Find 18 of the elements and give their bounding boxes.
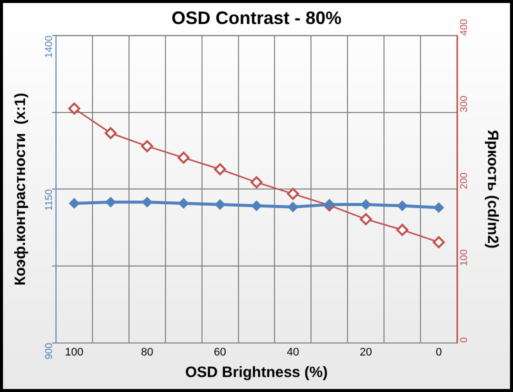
y-axis-title: Коэф.контрастности (x:1): [12, 92, 30, 286]
x-tick-label: 0: [436, 346, 442, 358]
y2-axis-title: Яркость (cd/m2): [484, 130, 501, 249]
y2-tick-label: 100: [458, 248, 470, 266]
x-tick-label: 100: [65, 346, 84, 358]
y2-tick-label: 200: [458, 172, 470, 190]
y2-tick-label: 0: [458, 336, 470, 343]
y2-tick-label: 400: [458, 18, 470, 36]
y-tick-label: 900: [44, 342, 55, 360]
x-tick-label: 20: [360, 346, 372, 358]
y-tick-label: 1400: [44, 35, 55, 58]
x-tick-label: 80: [141, 346, 154, 358]
x-axis-title: OSD Brightness (%): [185, 364, 328, 382]
y2-tick-label: 300: [458, 95, 470, 112]
chart-title: OSD Contrast - 80%: [171, 8, 342, 28]
x-tick-label: 60: [214, 346, 226, 358]
y-tick-label: 1150: [44, 188, 55, 211]
x-tick-label: 40: [286, 346, 300, 358]
